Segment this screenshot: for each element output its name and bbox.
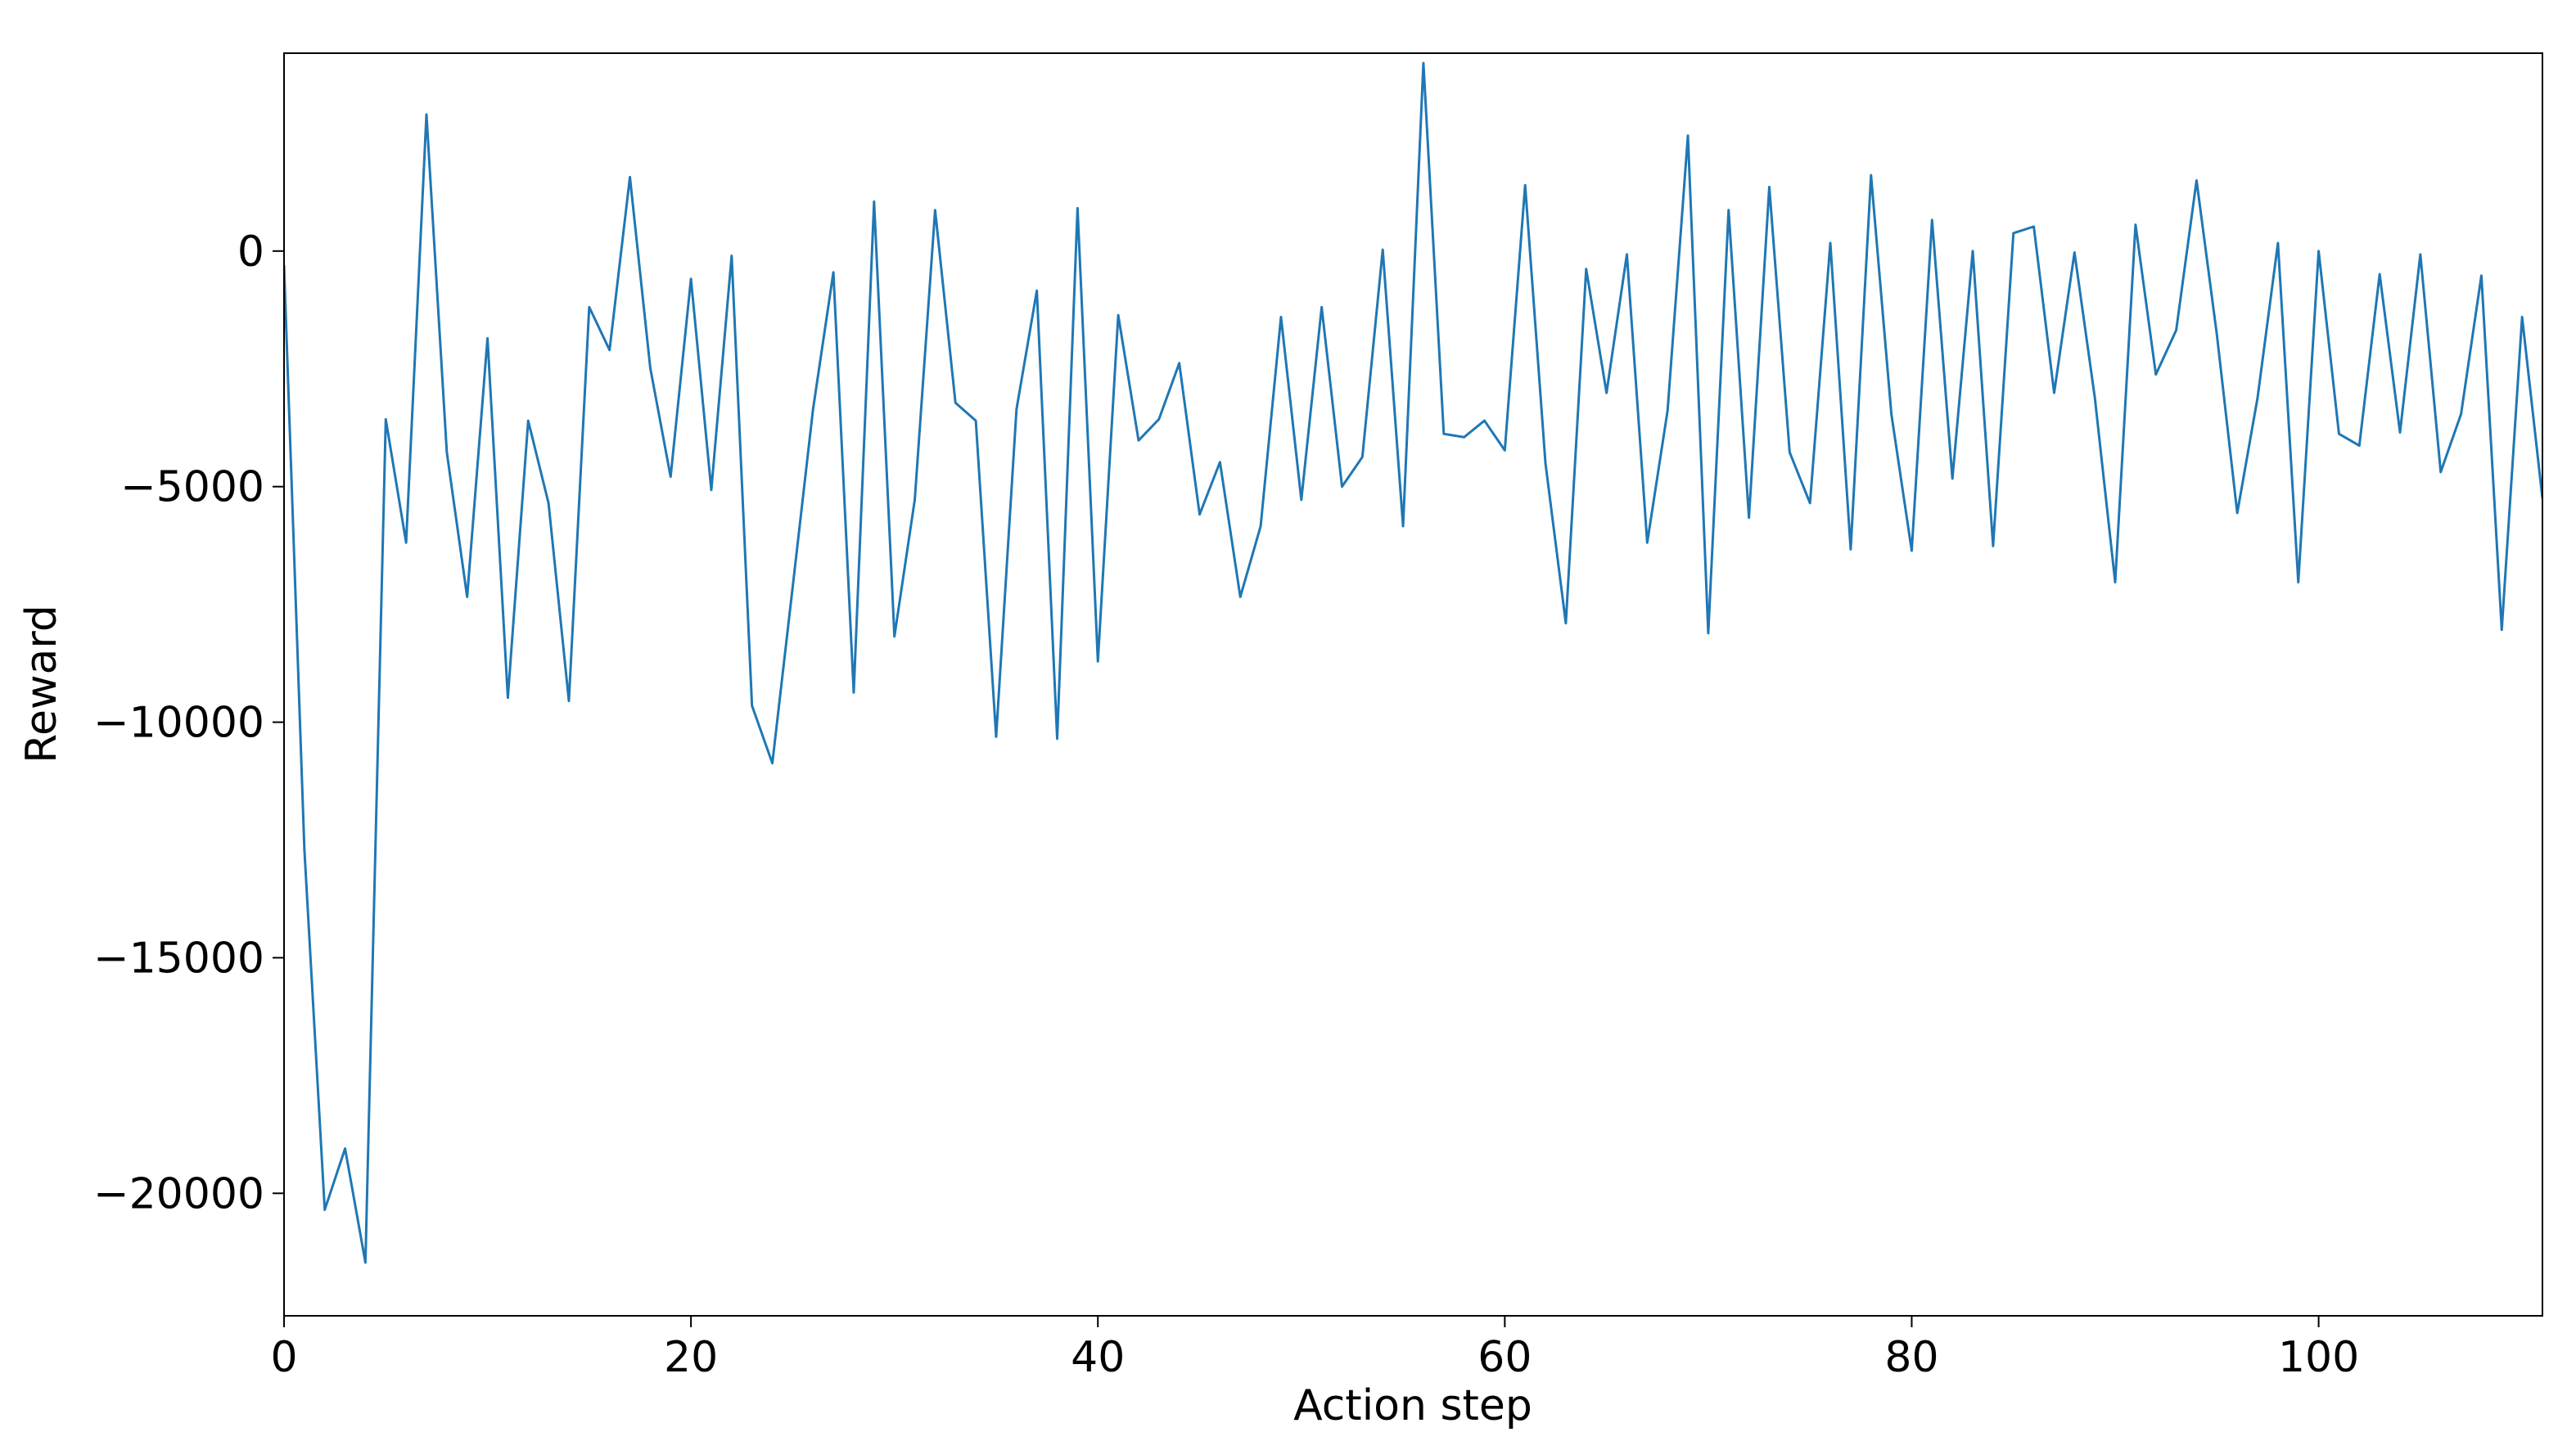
x-tick-label: 80 bbox=[1884, 1333, 1938, 1382]
y-tick-label: −15000 bbox=[93, 934, 264, 983]
line-series bbox=[284, 61, 2542, 1264]
y-tick-label: −10000 bbox=[93, 699, 264, 748]
x-tick-label: 100 bbox=[2278, 1333, 2359, 1382]
y-tick-label: 0 bbox=[237, 227, 264, 277]
x-tick-label: 0 bbox=[270, 1333, 297, 1382]
x-tick-label: 40 bbox=[1071, 1333, 1125, 1382]
y-tick-label: −20000 bbox=[93, 1169, 264, 1218]
plot-frame bbox=[283, 52, 2543, 1317]
x-tick-label: 60 bbox=[1477, 1333, 1532, 1382]
x-tick-label: 20 bbox=[664, 1333, 718, 1382]
y-tick-label: −5000 bbox=[120, 463, 264, 512]
x-axis-label: Action step bbox=[1293, 1381, 1532, 1430]
y-axis-label: Reward bbox=[17, 605, 66, 763]
